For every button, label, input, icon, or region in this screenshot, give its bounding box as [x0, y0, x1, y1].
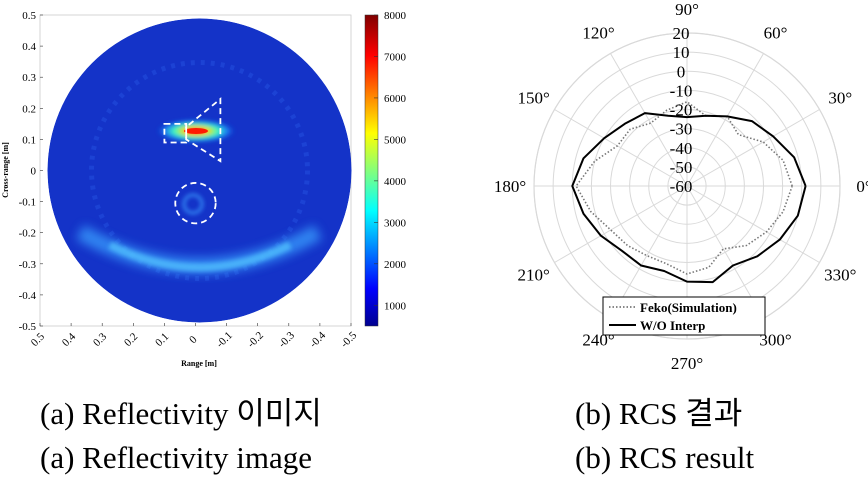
angle-tick-label: 90° [675, 0, 699, 19]
polar-grid [533, 32, 841, 340]
radial-tick-label: -50 [670, 158, 693, 177]
y-tick-label: -0.5 [19, 321, 37, 333]
rcs-polar-panel: 0°30°60°90°120°150°180°210°240°270°300°3… [494, 0, 868, 373]
y-tick-label: -0.4 [19, 290, 37, 302]
y-tick-label: 0.1 [22, 134, 36, 146]
legend-label-wo-interp: W/O Interp [640, 318, 705, 333]
polar-grid-spoke [610, 185, 688, 319]
y-axis-ticks: 0.5 0.4 0.3 0.2 0.1 0 -0.1 -0.2 -0.3 -0.4 -0.5 [19, 10, 43, 333]
y-tick-label: 0 [31, 166, 37, 178]
heatmap-faint-ring [89, 60, 310, 281]
legend-label-feko: Feko(Simulation) [640, 300, 737, 315]
angle-tick-label: 150° [518, 89, 550, 108]
radial-tick-label: 0 [677, 62, 686, 81]
x-tick-label: 0.5 [29, 330, 48, 349]
angle-tick-label: 60° [764, 24, 788, 43]
target-outlines [163, 97, 222, 225]
colorbar-tick-label: 1000 [384, 300, 407, 312]
heatmap-hotspot-core [184, 128, 208, 134]
angle-tick-label: 270° [671, 354, 703, 373]
x-tick-label: -0.4 [307, 329, 328, 350]
outline-circle [174, 182, 217, 225]
caption-a-korean: (a) Reflectivity 이미지 [40, 396, 322, 431]
x-tick-label: 0.3 [91, 330, 110, 349]
angle-tick-label: 300° [759, 330, 791, 349]
caption-a-english: (a) Reflectivity image [40, 440, 312, 475]
x-tick-label: 0.4 [60, 330, 79, 349]
y-tick-label: 0.4 [22, 41, 36, 53]
legend-box [602, 296, 766, 336]
angle-tick-label: 210° [518, 266, 550, 285]
radial-tick-label: 10 [673, 43, 690, 62]
y-tick-label: 0.3 [22, 72, 36, 84]
outline-trapezoid [185, 97, 222, 163]
colorbar-tick-label: 5000 [384, 134, 407, 146]
caption-b-english: (b) RCS result [575, 440, 755, 475]
x-tick-label: 0 [187, 333, 200, 346]
heatmap-background [47, 18, 352, 323]
outline-rectangle [163, 122, 188, 144]
radial-tick-label: -30 [670, 120, 693, 139]
x-tick-label: -0.1 [214, 329, 235, 350]
polar-series [571, 101, 807, 284]
angle-tick-label: 30° [828, 89, 852, 108]
radial-tick-label: -40 [670, 139, 693, 158]
heatmap-disc [47, 18, 352, 323]
angle-tick-label: 0° [856, 177, 868, 196]
x-axis-ticks: 0.5 0.4 0.3 0.2 0.1 0 -0.1 -0.2 -0.3 -0.4 -0.5 [29, 323, 360, 350]
reflectivity-image-panel: 0.5 0.4 0.3 0.2 0.1 0 -0.1 -0.2 -0.3 -0.4 -0.5 0.5… [1, 10, 407, 368]
y-tick-label: -0.1 [19, 197, 36, 209]
colorbar-tick-label: 8000 [384, 10, 407, 22]
y-tick-label: -0.3 [19, 259, 37, 271]
angle-tick-labels: 0°30°60°90°120°150°180°210°240°270°300°3… [494, 0, 868, 373]
polar-grid-spoke [686, 53, 764, 187]
series-line-wo-interp [571, 112, 807, 284]
colorbar-ticks: 8000 7000 6000 5000 4000 3000 2000 1000 [374, 10, 407, 312]
colorbar-tick-label: 2000 [384, 259, 407, 271]
polar-grid-spoke [686, 185, 764, 319]
x-tick-label: 0.2 [122, 331, 140, 349]
y-tick-label: 0.5 [22, 10, 36, 22]
colorbar-tick-label: 4000 [384, 176, 407, 188]
y-tick-label: -0.2 [19, 228, 36, 240]
polar-grid-spoke [686, 109, 820, 187]
x-tick-label: 0.1 [153, 331, 171, 349]
x-tick-label: -0.2 [245, 329, 266, 350]
x-tick-label: -0.5 [338, 329, 359, 350]
radial-tick-label: -60 [670, 177, 693, 196]
angle-tick-label: 330° [824, 266, 856, 285]
legend: Feko(Simulation) W/O Interp [602, 296, 766, 336]
caption-b-korean: (b) RCS 결과 [575, 396, 743, 431]
colorbar [364, 14, 379, 327]
x-tick-label: -0.3 [276, 329, 297, 350]
polar-grid-spoke [554, 109, 688, 187]
polar-grid-spoke [554, 185, 688, 263]
heatmap-lower-arc-core [108, 241, 292, 272]
radial-tick-label: -20 [670, 101, 693, 120]
colorbar-tick-label: 3000 [384, 217, 407, 229]
radial-tick-label: 20 [673, 24, 690, 43]
radial-tick-label: -10 [670, 81, 693, 100]
polar-grid-spoke [610, 53, 688, 187]
colorbar-tick-label: 7000 [384, 51, 407, 63]
heatmap-ring-target [182, 193, 204, 215]
x-axis-label: Range [m] [181, 359, 217, 368]
colorbar-tick-label: 6000 [384, 93, 407, 105]
y-axis-label: Cross-range [m] [1, 142, 10, 198]
angle-tick-label: 180° [494, 177, 526, 196]
y-tick-label: 0.2 [22, 103, 36, 115]
angle-tick-label: 120° [582, 24, 614, 43]
polar-grid-spoke [686, 185, 820, 263]
